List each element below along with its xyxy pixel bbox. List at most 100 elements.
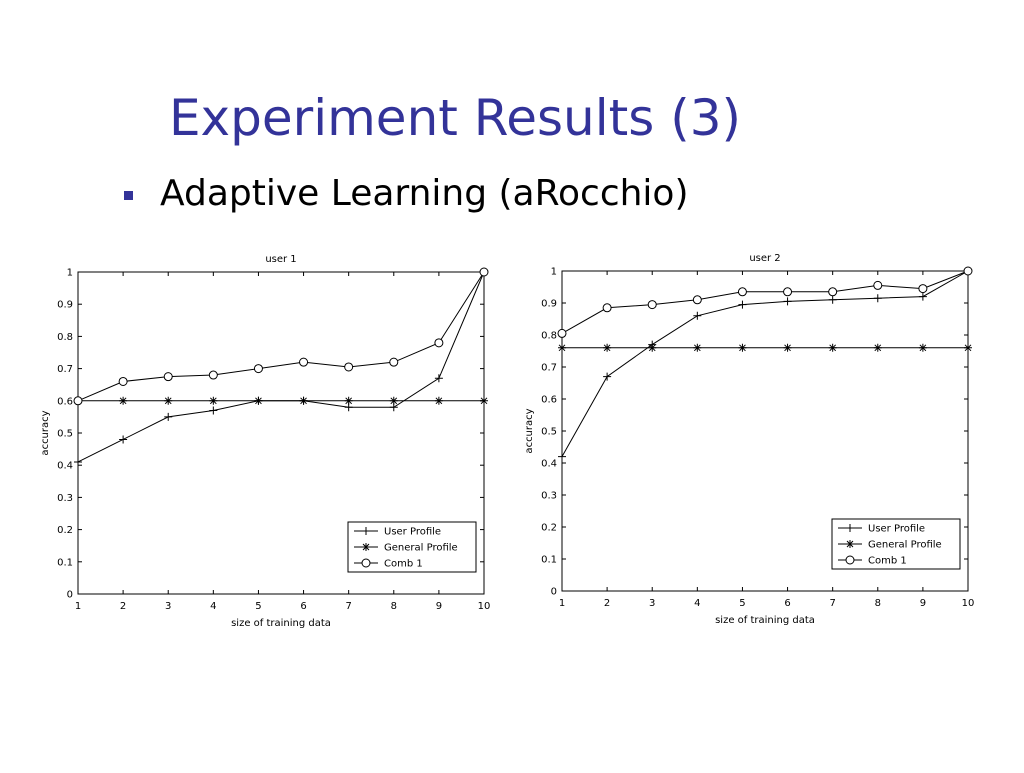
x-axis-label: size of training data <box>231 618 331 629</box>
marker <box>344 362 354 372</box>
marker <box>434 374 443 383</box>
marker <box>918 343 927 352</box>
marker <box>828 295 837 304</box>
y-tick-label: 0.5 <box>57 429 73 440</box>
x-tick-label: 5 <box>739 598 745 609</box>
y-tick-label: 0.6 <box>57 396 73 407</box>
y-tick-label: 1 <box>551 267 557 278</box>
x-tick-label: 6 <box>784 598 790 609</box>
y-tick-label: 0.4 <box>57 461 73 472</box>
marker <box>693 343 702 352</box>
y-tick-label: 0.6 <box>541 395 557 406</box>
y-tick-label: 0 <box>67 590 73 601</box>
marker <box>119 435 128 444</box>
marker <box>209 396 218 405</box>
y-tick-label: 0.9 <box>541 299 557 310</box>
marker <box>299 396 308 405</box>
marker <box>299 357 309 367</box>
marker <box>738 300 747 309</box>
legend-marker <box>845 555 855 565</box>
marker <box>434 396 443 405</box>
y-tick-label: 0.7 <box>57 364 73 375</box>
x-tick-label: 4 <box>694 598 700 609</box>
x-tick-label: 7 <box>345 601 351 612</box>
marker <box>918 292 927 301</box>
y-tick-label: 0.9 <box>57 300 73 311</box>
series-line <box>561 270 969 334</box>
marker <box>648 343 657 352</box>
series-line <box>77 271 485 402</box>
marker <box>434 338 444 348</box>
legend-marker <box>846 540 854 548</box>
marker <box>918 284 928 294</box>
x-tick-label: 2 <box>120 601 126 612</box>
x-tick-label: 4 <box>210 601 216 612</box>
marker <box>480 396 488 405</box>
marker <box>828 287 838 297</box>
marker <box>73 396 83 406</box>
x-tick-label: 9 <box>436 601 442 612</box>
marker <box>964 343 972 352</box>
y-tick-label: 0.3 <box>57 493 73 504</box>
legend-label: User Profile <box>868 524 925 535</box>
marker <box>873 294 882 303</box>
x-tick-label: 8 <box>875 598 881 609</box>
marker <box>163 372 173 382</box>
marker <box>558 343 566 352</box>
x-tick-label: 6 <box>300 601 306 612</box>
y-tick-label: 0.8 <box>57 332 73 343</box>
marker <box>738 343 747 352</box>
x-tick-label: 1 <box>559 598 565 609</box>
legend-label: Comb 1 <box>868 556 907 567</box>
marker <box>963 266 973 276</box>
marker <box>164 412 173 421</box>
marker <box>389 357 399 367</box>
y-tick-label: 0.3 <box>541 491 557 502</box>
marker <box>253 364 263 374</box>
marker <box>208 370 218 380</box>
marker <box>389 396 398 405</box>
marker <box>344 396 353 405</box>
x-tick-label: 1 <box>75 601 81 612</box>
y-tick-label: 0.1 <box>541 555 557 566</box>
y-axis-label: accuracy <box>40 410 51 455</box>
marker <box>119 396 128 405</box>
x-tick-label: 2 <box>604 598 610 609</box>
slide-title: Experiment Results (3) <box>169 89 741 147</box>
marker <box>118 376 128 386</box>
marker <box>828 343 837 352</box>
x-tick-label: 8 <box>391 601 397 612</box>
y-tick-label: 0.8 <box>541 331 557 342</box>
legend-label: User Profile <box>384 527 441 538</box>
marker <box>647 300 657 310</box>
legend-marker <box>362 543 370 551</box>
marker <box>692 295 702 305</box>
legend-marker <box>846 524 854 532</box>
legend-label: Comb 1 <box>384 559 423 570</box>
marker <box>74 457 82 466</box>
chart-title: user 1 <box>265 254 296 265</box>
marker <box>164 396 173 405</box>
marker <box>873 343 882 352</box>
chart-title: user 2 <box>749 253 780 264</box>
x-tick-label: 10 <box>962 598 975 609</box>
legend-marker <box>362 527 370 535</box>
marker <box>783 287 793 297</box>
marker <box>873 280 883 290</box>
legend-label: General Profile <box>868 540 942 551</box>
y-tick-label: 0.2 <box>57 525 73 536</box>
marker <box>209 406 218 415</box>
x-tick-label: 10 <box>478 601 491 612</box>
marker <box>558 452 566 461</box>
x-tick-label: 7 <box>829 598 835 609</box>
marker <box>737 287 747 297</box>
marker <box>783 297 792 306</box>
y-tick-label: 0 <box>551 587 557 598</box>
marker <box>254 396 263 405</box>
y-tick-label: 0.5 <box>541 427 557 438</box>
x-axis-label: size of training data <box>715 615 815 626</box>
x-tick-label: 5 <box>255 601 261 612</box>
bullet-text: Adaptive Learning (aRocchio) <box>160 173 689 214</box>
marker <box>479 267 489 277</box>
